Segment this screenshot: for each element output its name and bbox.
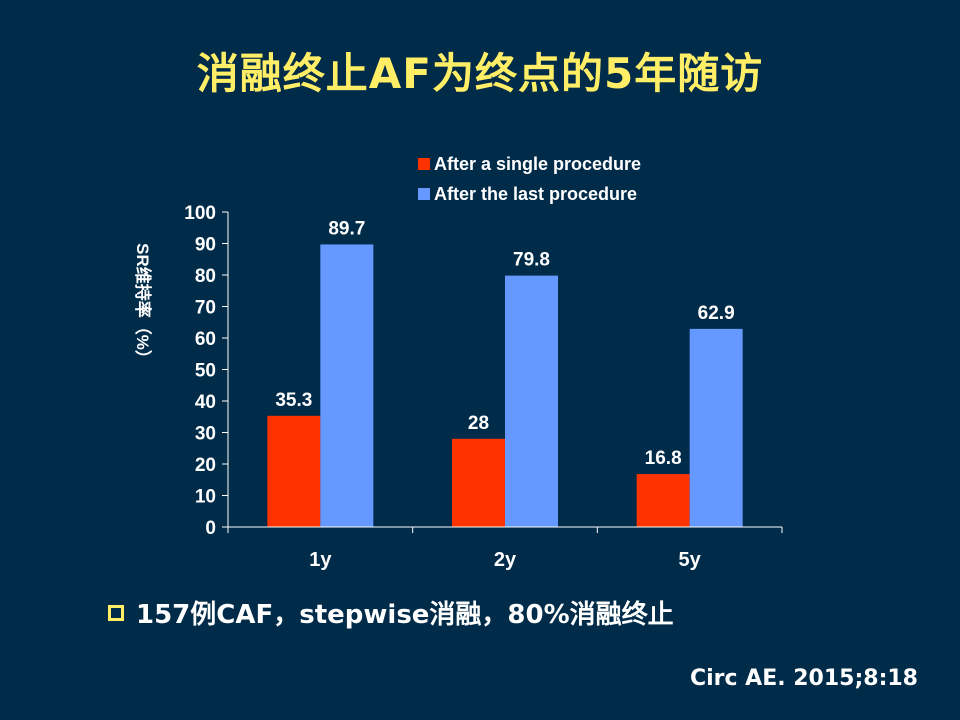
y-tick-label: 90 [195, 235, 216, 256]
y-tick-label: 100 [184, 203, 216, 224]
y-tick-label: 70 [195, 298, 216, 319]
citation: Circ AE. 2015;8:18 [689, 666, 918, 691]
legend-label: After a single procedure [434, 154, 641, 174]
y-axis-ticks: 0 10 20 30 40 50 60 70 80 90 100 [184, 203, 229, 539]
bar [452, 438, 505, 527]
legend-swatch [418, 188, 430, 200]
y-tick-label: 0 [205, 518, 216, 539]
x-axis: 1y 2y 5y [227, 526, 783, 571]
bar [320, 244, 374, 527]
y-tick-label: 60 [195, 329, 216, 350]
bar [689, 328, 743, 527]
y-tick-label: 10 [195, 487, 216, 508]
x-tick-label: 1y [309, 549, 332, 571]
data-label: 62.9 [698, 303, 735, 324]
legend-swatch [418, 158, 430, 170]
bar [267, 415, 321, 527]
data-label: 35.3 [275, 390, 312, 411]
y-axis-label: SR维持率（%） [133, 243, 153, 367]
data-label: 79.8 [513, 250, 550, 271]
legend-label: After the last procedure [434, 184, 637, 204]
chart-legend: After a single procedure After the last p… [418, 154, 641, 204]
y-tick-label: 40 [195, 392, 216, 413]
bullet-text: 157例CAF，stepwise消融，80%消融终止 [136, 600, 674, 630]
y-tick-label: 50 [195, 361, 216, 382]
y-tick-label: 20 [195, 455, 216, 476]
chart-bars: 35.3 89.7 28 79.8 16.8 62.9 [267, 218, 743, 527]
bar [636, 474, 690, 527]
y-tick-label: 30 [195, 424, 216, 445]
bullet-line: 157例CAF，stepwise消融，80%消融终止 [108, 594, 674, 631]
data-label: 28 [468, 413, 489, 434]
bar [505, 275, 558, 527]
slide-title: 消融终止AF为终点的5年随访 [196, 49, 764, 98]
x-tick-label: 5y [679, 549, 702, 571]
square-bullet-icon [108, 604, 124, 621]
y-tick-label: 80 [195, 266, 216, 287]
data-label: 89.7 [328, 218, 365, 239]
data-label: 16.8 [645, 448, 682, 469]
x-tick-label: 2y [494, 549, 517, 571]
